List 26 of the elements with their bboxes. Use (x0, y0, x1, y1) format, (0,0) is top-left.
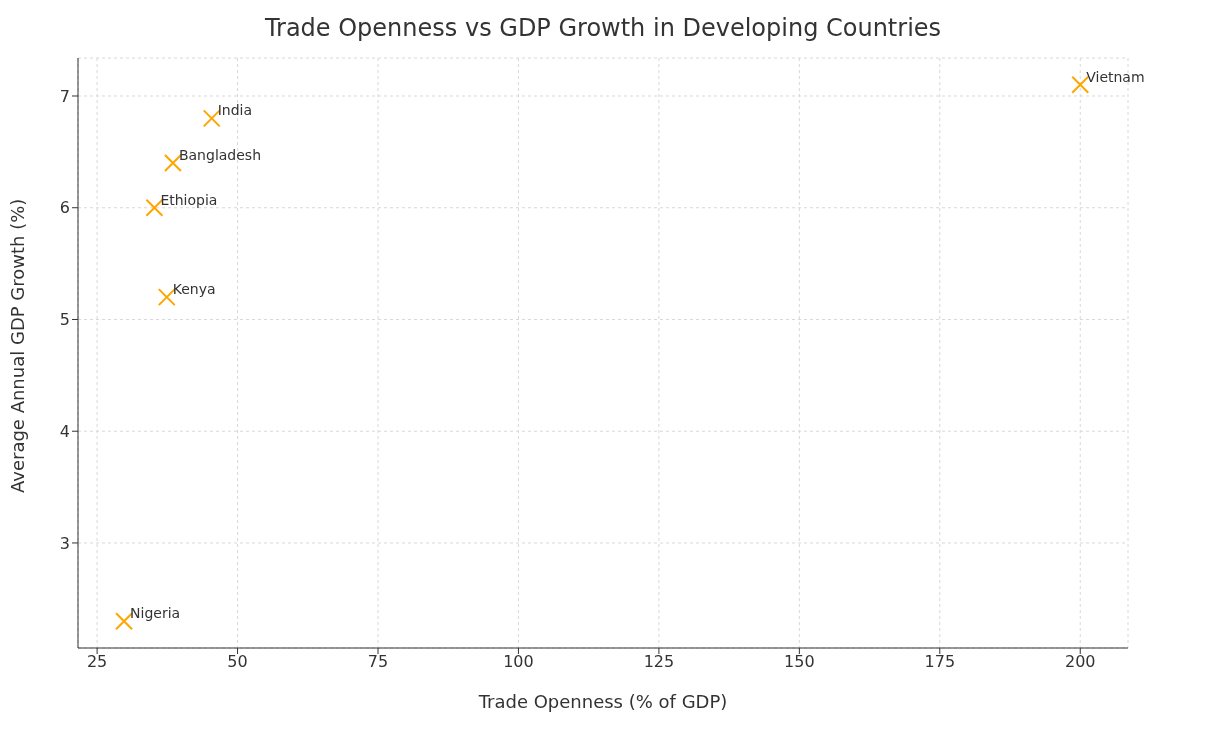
chart-title: Trade Openness vs GDP Growth in Developing Countries (263, 13, 943, 44)
x-tick-label: 25 (86, 652, 108, 672)
x-axis-title: Trade Openness (% of GDP) (477, 691, 728, 712)
y-tick-label: 3 (59, 533, 70, 553)
y-tick-label: 5 (59, 310, 70, 330)
point (157, 288, 176, 307)
annotation: Vietnam (1086, 68, 1145, 85)
point (202, 109, 221, 128)
y-tick-label: 7 (59, 86, 70, 106)
y-tick-label: 4 (59, 421, 70, 441)
x-tick-label: 75 (367, 652, 389, 672)
x-tick-label: 175 (924, 652, 956, 672)
point (145, 198, 164, 217)
x-tick-label: 125 (643, 652, 675, 672)
x-tick-label: 200 (1064, 652, 1096, 672)
annotation: Ethiopia (160, 191, 218, 208)
x-tick-label: 50 (227, 652, 248, 672)
y-tick-label: 6 (59, 198, 70, 218)
x-tick-label: 100 (503, 652, 534, 672)
point (163, 154, 182, 173)
annotation: Bangladesh (178, 147, 262, 164)
y-axis-title: Average Annual GDP Growth (%) (7, 198, 29, 493)
annotation: Nigeria (130, 605, 181, 622)
annotation: India (217, 102, 253, 119)
annotation: Kenya (172, 281, 216, 298)
x-tick-label: 150 (784, 652, 815, 672)
